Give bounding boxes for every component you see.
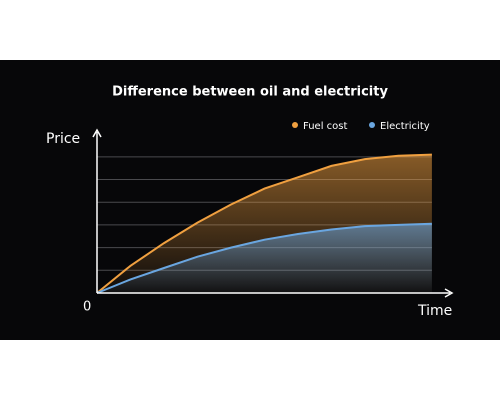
x-arrow bbox=[444, 288, 454, 298]
x-axis-label: Time bbox=[417, 303, 452, 319]
legend-marker bbox=[369, 122, 375, 128]
series-area bbox=[97, 223, 432, 293]
series-line bbox=[96, 153, 432, 294]
legend-label: Electricity bbox=[380, 121, 430, 132]
legend-label: Fuel cost bbox=[303, 121, 347, 132]
chart-title: Difference between oil and electricity bbox=[112, 85, 388, 100]
origin-label: 0 bbox=[83, 300, 91, 315]
legend-marker bbox=[292, 122, 298, 128]
y-arrow bbox=[92, 128, 102, 138]
series-line bbox=[96, 222, 432, 294]
plot bbox=[96, 153, 432, 294]
y-axis-label: Price bbox=[46, 131, 80, 147]
